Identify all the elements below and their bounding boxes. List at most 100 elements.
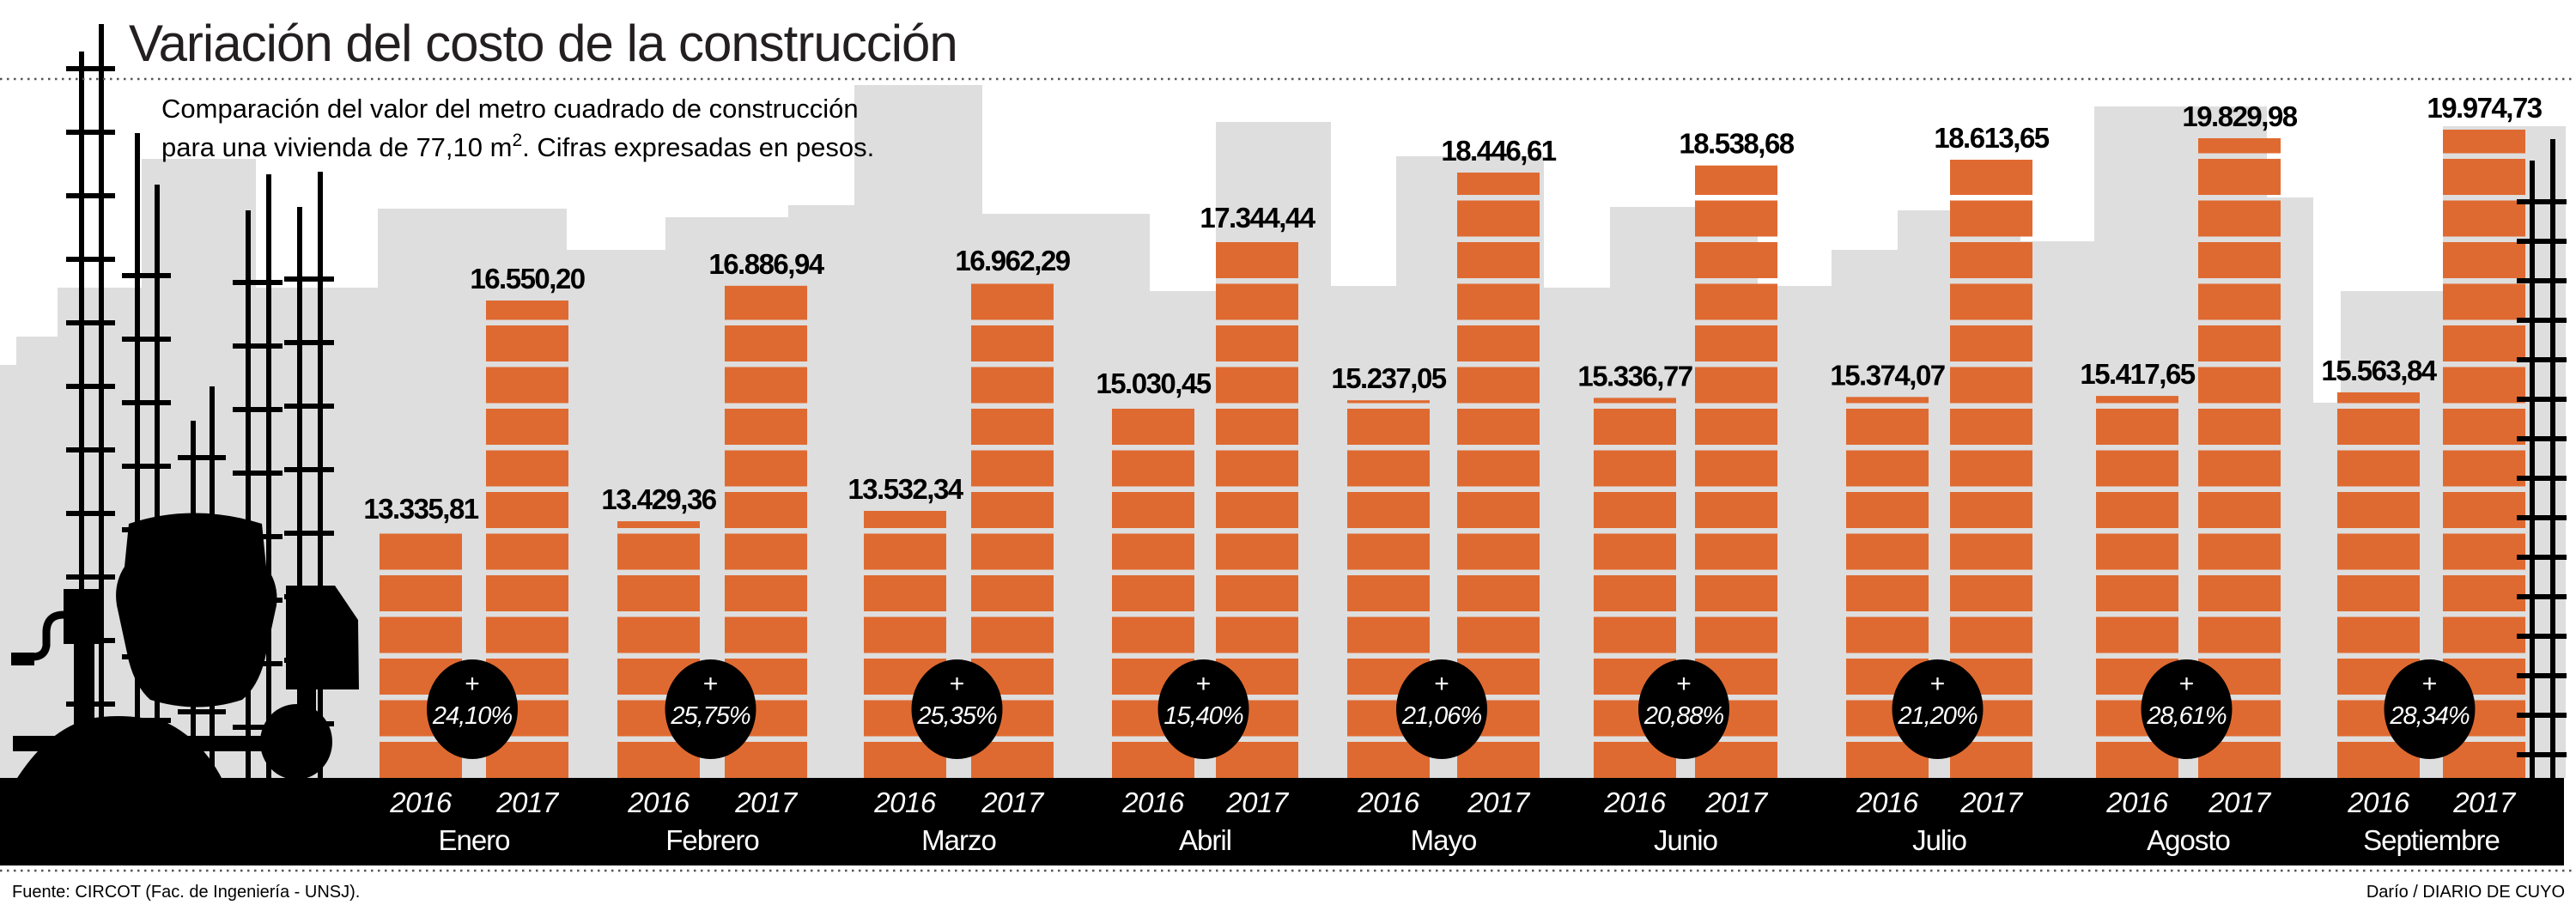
bar-brick — [1216, 242, 1298, 278]
badge-plus: + — [1196, 670, 1212, 698]
bar-brick — [380, 575, 462, 611]
badge-plus: + — [703, 670, 719, 698]
bar-brick — [2198, 138, 2281, 154]
year-label: 2016 — [1856, 786, 1919, 818]
month-band — [0, 778, 2564, 865]
bar-brick — [1594, 575, 1676, 611]
bar-brick — [2096, 533, 2178, 570]
bar-brick — [1216, 409, 1298, 445]
bar-brick — [1457, 616, 1540, 653]
bar-brick — [486, 450, 568, 487]
bar-brick — [2443, 159, 2525, 195]
author-credit: Darío / DIARIO DE CUYO — [2366, 883, 2565, 902]
bar-brick — [1457, 492, 1540, 528]
year-label: 2016 — [2105, 786, 2169, 818]
bar-2017-abril — [1216, 242, 1298, 778]
value-label-2017: 16.550,20 — [470, 263, 584, 295]
variation-badge: +28,34% — [2384, 659, 2476, 759]
subtitle-superscript: 2 — [512, 131, 522, 150]
bar-brick — [2337, 533, 2420, 570]
badge-percent: 21,06% — [1401, 702, 1482, 730]
bar-brick — [2337, 492, 2420, 528]
mixer-crank — [32, 610, 64, 661]
scaffolding-right-icon — [2517, 139, 2567, 778]
bar-brick — [1846, 616, 1929, 653]
bar-brick — [971, 409, 1054, 445]
year-label: 2017 — [981, 786, 1045, 818]
bar-brick — [2096, 492, 2178, 528]
bar-brick — [1112, 492, 1194, 528]
mixer-crank-handle — [11, 653, 34, 665]
badge-plus: + — [465, 670, 480, 698]
bar-brick — [1457, 742, 1540, 778]
badge-circle — [911, 659, 1003, 759]
bar-brick — [1457, 242, 1540, 278]
month-label: Febrero — [665, 824, 759, 856]
variation-badge: +25,35% — [911, 659, 1003, 759]
bar-brick — [1950, 575, 2032, 611]
bar-brick — [1216, 533, 1298, 570]
value-label-2016: 15.030,45 — [1096, 367, 1211, 399]
bar-brick — [1457, 367, 1540, 404]
bar-brick — [725, 492, 807, 528]
skyline-building — [2020, 241, 2094, 778]
bar-brick — [2443, 200, 2525, 237]
bars — [380, 130, 2525, 778]
year-label: 2016 — [1121, 786, 1185, 818]
bar-brick — [971, 616, 1054, 653]
bar-brick — [1347, 616, 1430, 653]
year-label: 2017 — [1225, 786, 1290, 818]
bar-brick — [486, 325, 568, 361]
bar-brick — [2096, 409, 2178, 445]
bar-brick — [1950, 200, 2032, 237]
badge-circle — [2384, 659, 2476, 759]
bar-brick — [1347, 575, 1430, 611]
subtitle-line2-end: . Cifras expresadas en pesos. — [522, 132, 874, 162]
value-label-2016: 15.417,65 — [2080, 358, 2195, 390]
subtitle-line2-main: para una vivienda de 77,10 m — [161, 132, 512, 162]
value-label-2017: 19.974,73 — [2427, 92, 2542, 124]
value-label-2017: 17.344,44 — [1200, 202, 1315, 234]
bar-brick — [2443, 575, 2525, 611]
value-label-2016: 15.237,05 — [1331, 362, 1446, 394]
bar-brick — [1695, 492, 1777, 528]
bar-brick — [2337, 409, 2420, 445]
bar-brick — [1950, 283, 2032, 320]
bar-brick — [2198, 616, 2281, 653]
badge-percent: 28,61% — [2146, 702, 2227, 730]
bar-brick — [2198, 367, 2281, 404]
bar-brick — [1594, 533, 1676, 570]
year-label: 2017 — [734, 786, 799, 818]
bar-brick — [2198, 409, 2281, 445]
bar-brick — [2198, 492, 2281, 528]
bar-brick — [1846, 492, 1929, 528]
bar-brick — [617, 575, 700, 611]
year-label: 2017 — [2452, 786, 2517, 818]
badge-circle — [1892, 659, 1984, 759]
bar-brick — [2443, 450, 2525, 487]
year-label: 2016 — [627, 786, 690, 818]
bar-brick — [1457, 200, 1540, 237]
bar-brick — [725, 533, 807, 570]
bar-brick — [1594, 409, 1676, 445]
value-labels: 13.335,81 16.550,20 13.429,36 16.886,94 13.5… — [363, 92, 2543, 525]
bar-brick — [486, 409, 568, 445]
bar-brick — [2198, 575, 2281, 611]
value-label-2017: 18.446,61 — [1441, 135, 1556, 167]
bar-brick — [1112, 575, 1194, 611]
variation-badge: +21,06% — [1396, 659, 1487, 759]
bar-brick — [2443, 130, 2525, 154]
month-label: Septiembre — [2363, 824, 2500, 856]
year-label: 2017 — [1959, 786, 2024, 818]
variation-badge: +20,88% — [1638, 659, 1729, 759]
bar-brick — [1347, 409, 1430, 445]
badge-plus: + — [2422, 670, 2438, 698]
bar-brick — [1594, 616, 1676, 653]
chart-title: Variación del costo de la construcción — [129, 15, 957, 72]
bar-brick — [2198, 200, 2281, 237]
bar-2016-marzo — [864, 511, 946, 778]
variation-badge: +21,20% — [1892, 659, 1984, 759]
bar-brick — [2198, 242, 2281, 278]
bar-brick — [2443, 492, 2525, 528]
bar-brick — [1112, 616, 1194, 653]
